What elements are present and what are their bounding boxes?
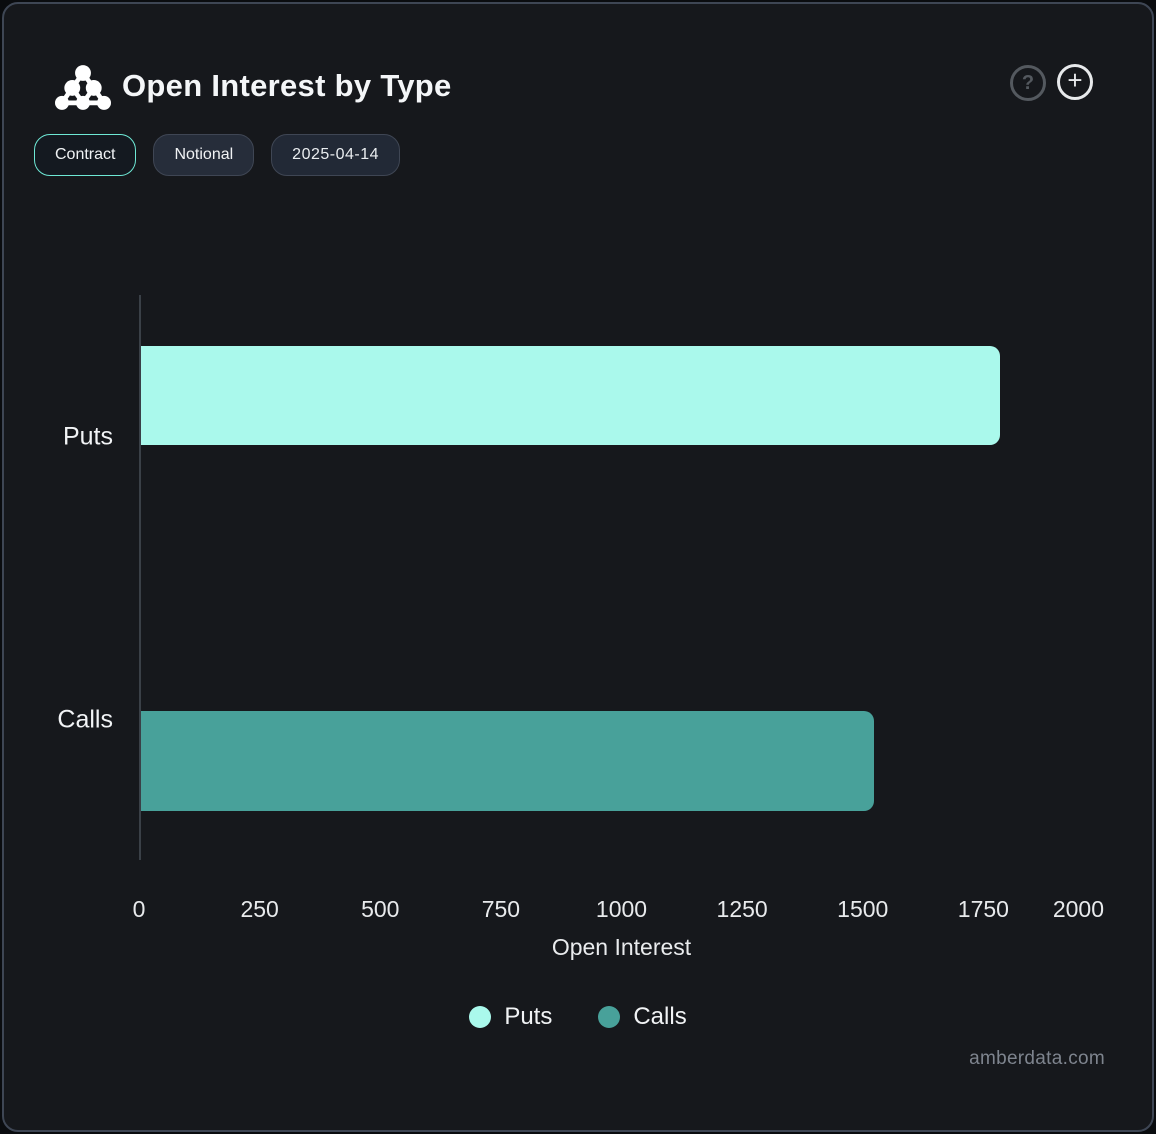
x-axis-title: Open Interest [551, 934, 692, 960]
x-tick-label: 750 [481, 896, 521, 922]
legend-item-calls[interactable]: Calls [598, 1003, 687, 1031]
question-mark-icon: ? [1021, 71, 1035, 94]
category-band-puts: Puts [63, 295, 1106, 577]
x-tick-label: 1500 [837, 896, 889, 922]
plus-icon: + [1067, 65, 1083, 95]
date-picker-button[interactable]: 2025-04-14 [271, 134, 401, 176]
help-button[interactable]: ? [1010, 65, 1046, 101]
watermark: amberdata.com [969, 1048, 1105, 1069]
plot-area: Puts Calls [57, 295, 1106, 860]
legend-label: Calls [633, 1003, 687, 1030]
legend-label: Puts [504, 1003, 553, 1030]
category-band-calls: Calls [57, 577, 1106, 860]
x-tick-label: 1000 [595, 896, 648, 922]
legend-swatch-icon [469, 1006, 492, 1028]
tab-contract[interactable]: Contract [34, 134, 137, 176]
chart-controls: Contract Notional 2025-04-14 [34, 134, 401, 176]
bar-puts[interactable] [141, 346, 1000, 445]
x-tick-label: 2000 [1052, 896, 1104, 922]
y-axis-label-calls: Calls [57, 705, 113, 734]
legend-swatch-icon [598, 1006, 621, 1028]
x-tick-label: 500 [361, 896, 400, 922]
x-tick-label: 250 [240, 896, 279, 922]
cluster-icon [55, 65, 111, 110]
x-tick-label: 1750 [957, 896, 1009, 922]
add-button[interactable]: + [1057, 64, 1093, 100]
x-axis-ticks: 0 250 500 750 1000 1250 1500 1750 2000 [133, 896, 1104, 924]
legend: Puts Calls [4, 1003, 1152, 1031]
page-title: Open Interest by Type [122, 68, 452, 103]
bar-calls[interactable] [141, 711, 875, 811]
x-tick-label: 1250 [716, 896, 768, 922]
tab-notional[interactable]: Notional [153, 134, 255, 176]
legend-item-puts[interactable]: Puts [469, 1003, 552, 1031]
y-axis-label-puts: Puts [62, 422, 113, 451]
x-tick-label: 0 [132, 896, 146, 922]
